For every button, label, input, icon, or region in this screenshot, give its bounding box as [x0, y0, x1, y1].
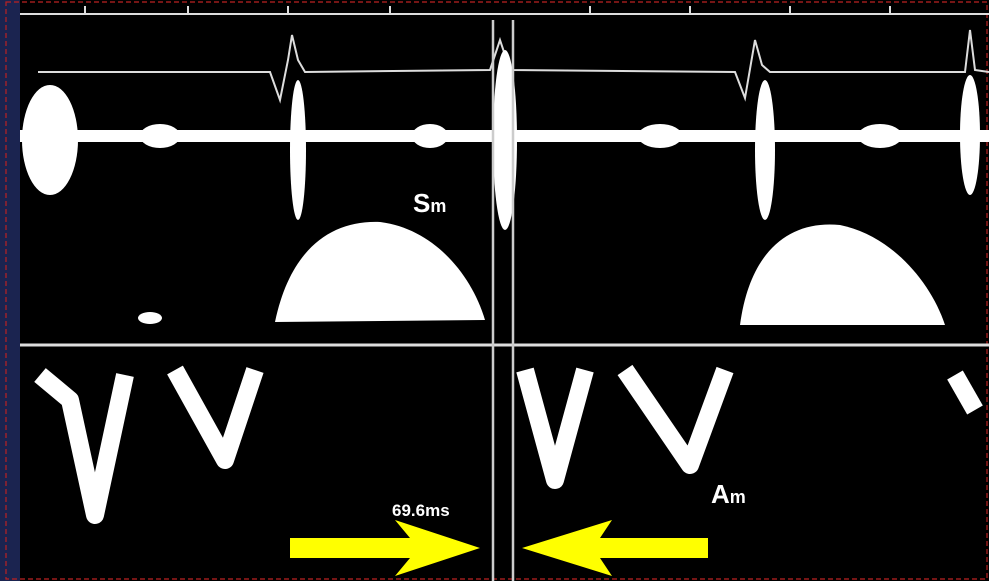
label-sub: m [730, 487, 746, 507]
phonocardiogram [20, 50, 989, 230]
interval-label: 69.6ms [392, 501, 450, 520]
label-main: A [711, 479, 730, 509]
arrows [290, 520, 708, 576]
atrial-label: Am [711, 479, 746, 509]
systolic-label: Sm [413, 188, 446, 218]
diastolic-waves [34, 364, 983, 524]
label-main: S [413, 188, 430, 218]
label-sub: m [430, 196, 446, 216]
selection-border [5, 1, 988, 580]
cursor-lines [491, 20, 515, 581]
top-scale [20, 6, 989, 15]
systolic-waves [138, 221, 945, 325]
